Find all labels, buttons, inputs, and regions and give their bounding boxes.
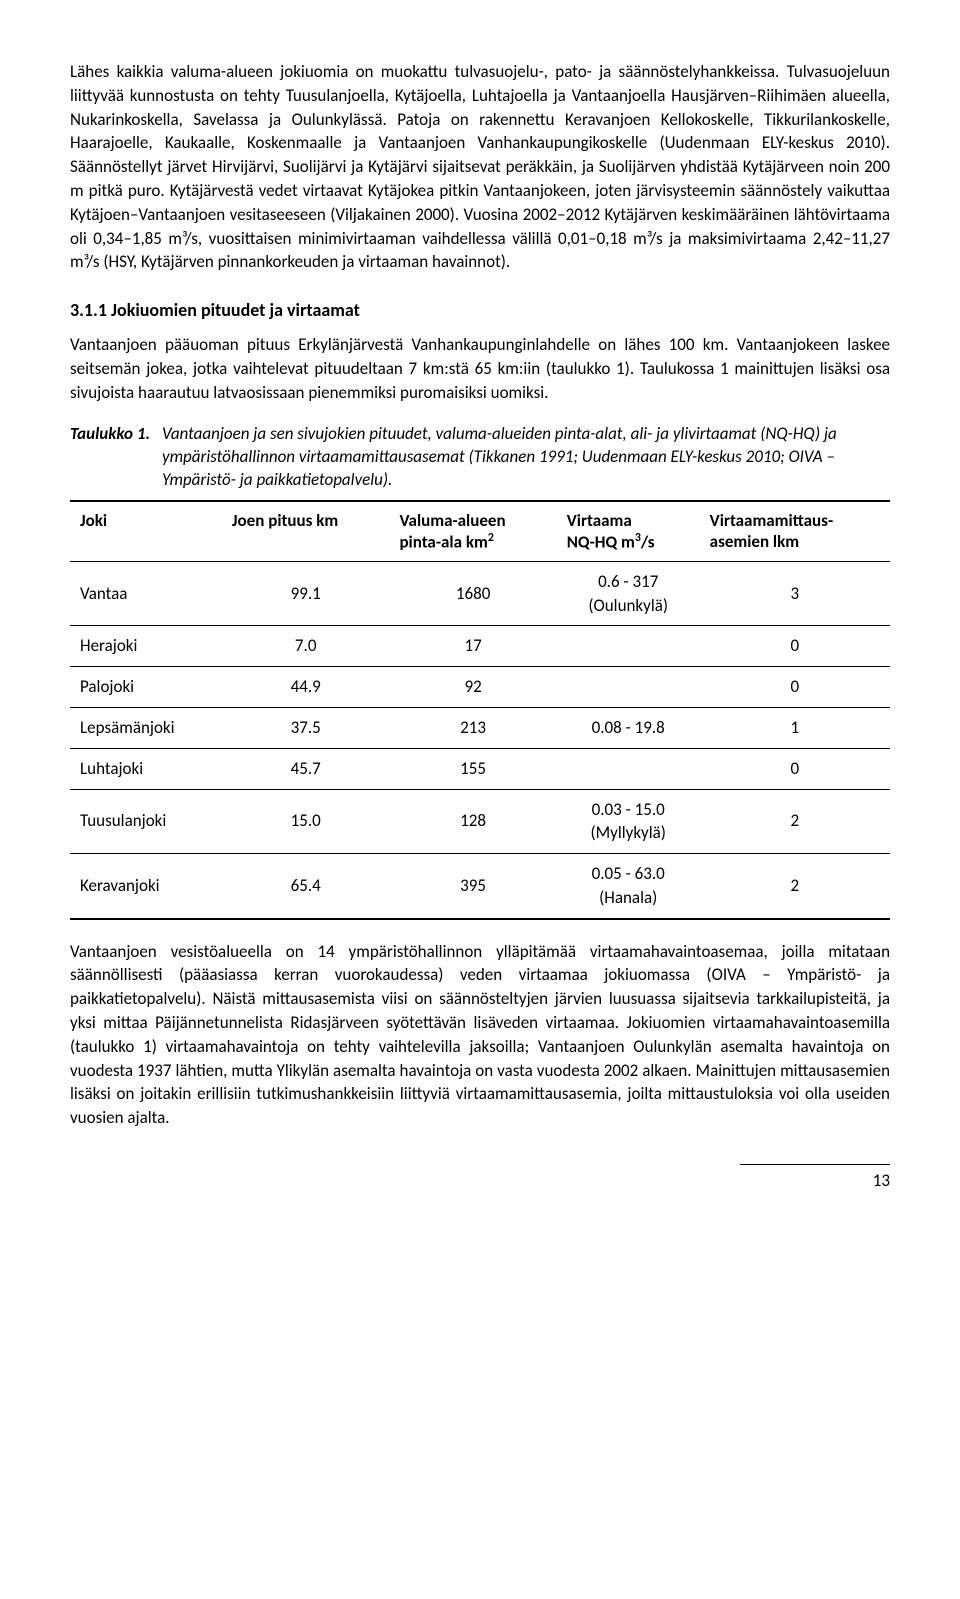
col-flow: Virtaama NQ-HQ m3/s (557, 501, 700, 562)
cell-len: 7.0 (222, 626, 390, 667)
cell-name: Keravanjoki (70, 854, 222, 919)
cell-name: Lepsämänjoki (70, 707, 222, 748)
table-row: Luhtajoki 45.7 155 0 (70, 748, 890, 789)
body-paragraph-1: Lähes kaikkia valuma-alueen jokiuomia on… (70, 60, 890, 274)
footer-rule (740, 1164, 890, 1165)
cell-stn: 0 (700, 748, 890, 789)
page-footer (70, 1164, 890, 1165)
body-paragraph-3: Vantaanjoen vesistöalueella on 14 ympäri… (70, 940, 890, 1130)
cell-area: 92 (389, 667, 556, 708)
cell-len: 65.4 (222, 854, 390, 919)
cell-area: 128 (389, 789, 556, 854)
cell-len: 15.0 (222, 789, 390, 854)
body-paragraph-2: Vantaanjoen pääuoman pituus Erkylänjärve… (70, 333, 890, 404)
cell-name: Luhtajoki (70, 748, 222, 789)
cell-stn: 3 (700, 561, 890, 626)
cell-name: Herajoki (70, 626, 222, 667)
cell-area: 395 (389, 854, 556, 919)
table-row: Keravanjoki 65.4 395 0.05 - 63.0(Hanala)… (70, 854, 890, 919)
cell-flow: 0.03 - 15.0(Myllykylä) (557, 789, 700, 854)
cell-area: 213 (389, 707, 556, 748)
cell-stn: 0 (700, 626, 890, 667)
cell-area: 1680 (389, 561, 556, 626)
table-caption: Taulukko 1. Vantaanjoen ja sen sivujokie… (70, 423, 890, 492)
cell-stn: 2 (700, 789, 890, 854)
cell-flow (557, 748, 700, 789)
table-caption-text: Vantaanjoen ja sen sivujokien pituudet, … (162, 423, 890, 492)
cell-name: Vantaa (70, 561, 222, 626)
cell-flow (557, 626, 700, 667)
section-heading: 3.1.1 Jokiuomien pituudet ja virtaamat (70, 298, 890, 323)
cell-name: Palojoki (70, 667, 222, 708)
cell-area: 17 (389, 626, 556, 667)
cell-flow: 0.05 - 63.0(Hanala) (557, 854, 700, 919)
page-number: 13 (70, 1169, 890, 1193)
col-area: Valuma-alueen pinta-ala km2 (389, 501, 556, 562)
table-row: Herajoki 7.0 17 0 (70, 626, 890, 667)
col-river: Joki (70, 501, 222, 562)
table-row: Tuusulanjoki 15.0 128 0.03 - 15.0(Myllyk… (70, 789, 890, 854)
table-row: Palojoki 44.9 92 0 (70, 667, 890, 708)
cell-len: 44.9 (222, 667, 390, 708)
table-header-row: Joki Joen pituus km Valuma-alueen pinta-… (70, 501, 890, 562)
cell-area: 155 (389, 748, 556, 789)
cell-len: 45.7 (222, 748, 390, 789)
cell-len: 37.5 (222, 707, 390, 748)
table-row: Vantaa 99.1 1680 0.6 - 317(Oulunkylä) 3 (70, 561, 890, 626)
col-length: Joen pituus km (222, 501, 390, 562)
cell-stn: 1 (700, 707, 890, 748)
cell-name: Tuusulanjoki (70, 789, 222, 854)
cell-stn: 2 (700, 854, 890, 919)
cell-flow: 0.6 - 317(Oulunkylä) (557, 561, 700, 626)
cell-flow: 0.08 - 19.8 (557, 707, 700, 748)
cell-flow (557, 667, 700, 708)
cell-stn: 0 (700, 667, 890, 708)
rivers-table: Joki Joen pituus km Valuma-alueen pinta-… (70, 500, 890, 920)
cell-len: 99.1 (222, 561, 390, 626)
table-row: Lepsämänjoki 37.5 213 0.08 - 19.8 1 (70, 707, 890, 748)
table-caption-label: Taulukko 1. (70, 423, 162, 492)
col-stations: Virtaamamittaus- asemien lkm (700, 501, 890, 562)
